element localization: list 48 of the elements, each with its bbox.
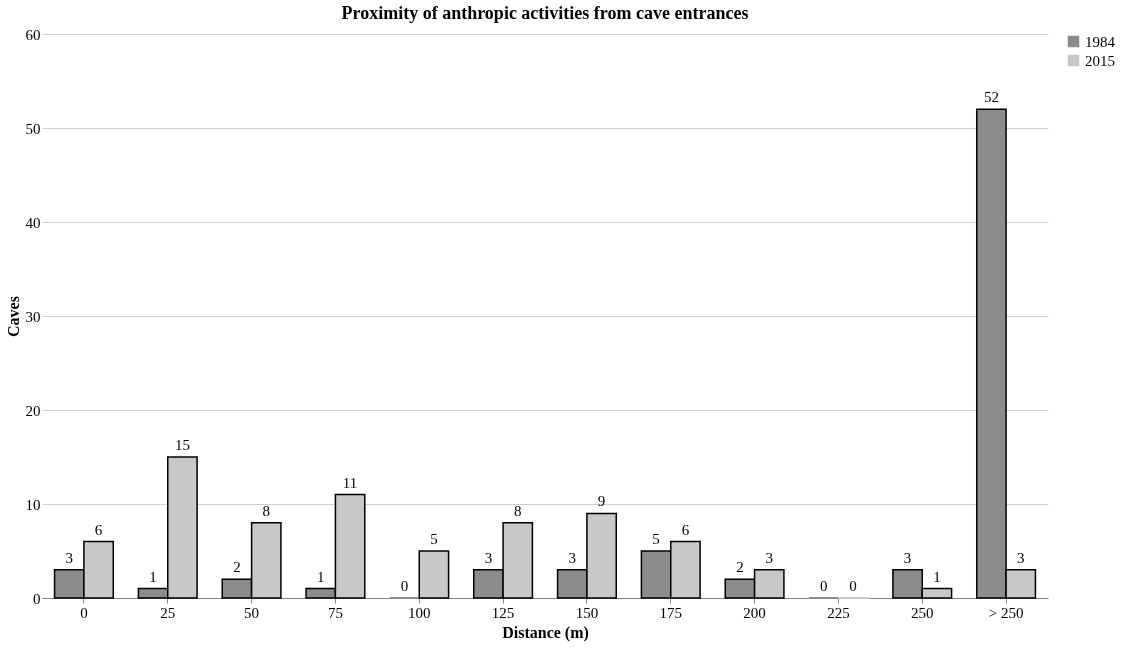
y-tick-label: 0 [33, 590, 41, 607]
data-label: 3 [1017, 549, 1025, 566]
data-label: 5 [652, 531, 660, 547]
chart-title: Proximity of anthropic activities from cave entrances [341, 3, 749, 23]
legend-label: 1984 [1085, 33, 1116, 50]
y-axis-title: Caves [4, 296, 22, 337]
data-label: 6 [681, 521, 690, 538]
data-label: 2 [233, 559, 241, 576]
data-label: 1 [317, 568, 325, 585]
x-axis-title: Distance (m) [502, 623, 589, 642]
data-label: 9 [597, 493, 606, 510]
data-label: 0 [820, 578, 828, 594]
y-tick-label: 20 [25, 402, 41, 419]
data-label: 3 [65, 549, 73, 566]
data-label: 0 [849, 578, 857, 594]
legend-label: 2015 [1085, 52, 1115, 69]
data-label: 5 [430, 531, 438, 547]
x-tick-label: 100 [408, 604, 431, 621]
data-label: 8 [514, 502, 522, 519]
x-tick-label: 200 [743, 604, 766, 621]
data-label: 11 [342, 474, 358, 491]
data-label: 2 [736, 559, 744, 576]
x-tick-label: 125 [491, 604, 515, 621]
x-tick-label: 25 [160, 604, 176, 621]
y-tick-label: 30 [25, 308, 41, 325]
y-tick-label: 40 [25, 214, 41, 231]
data-label: 52 [983, 89, 999, 106]
data-label: 3 [765, 549, 773, 566]
data-label: 6 [94, 521, 103, 538]
x-tick-label: 175 [659, 604, 682, 621]
data-label: 8 [262, 502, 270, 519]
data-label: 1 [933, 568, 941, 585]
x-tick-label: > 250 [988, 604, 1024, 621]
y-tick-label: 10 [25, 496, 41, 513]
x-tick-label: 250 [911, 604, 934, 621]
x-tick-label: 150 [575, 604, 599, 621]
data-label: 3 [568, 549, 576, 566]
x-tick-label: 225 [827, 604, 850, 621]
data-label: 1 [149, 568, 157, 585]
data-label: 15 [174, 437, 190, 453]
x-tick-label: 50 [244, 604, 260, 621]
x-tick-label: 75 [327, 604, 343, 621]
data-label: 3 [484, 549, 493, 566]
y-tick-label: 60 [25, 26, 41, 43]
data-label: 3 [903, 549, 912, 566]
y-tick-label: 50 [25, 120, 41, 137]
x-tick-label: 0 [80, 604, 88, 621]
data-label: 0 [400, 578, 409, 594]
